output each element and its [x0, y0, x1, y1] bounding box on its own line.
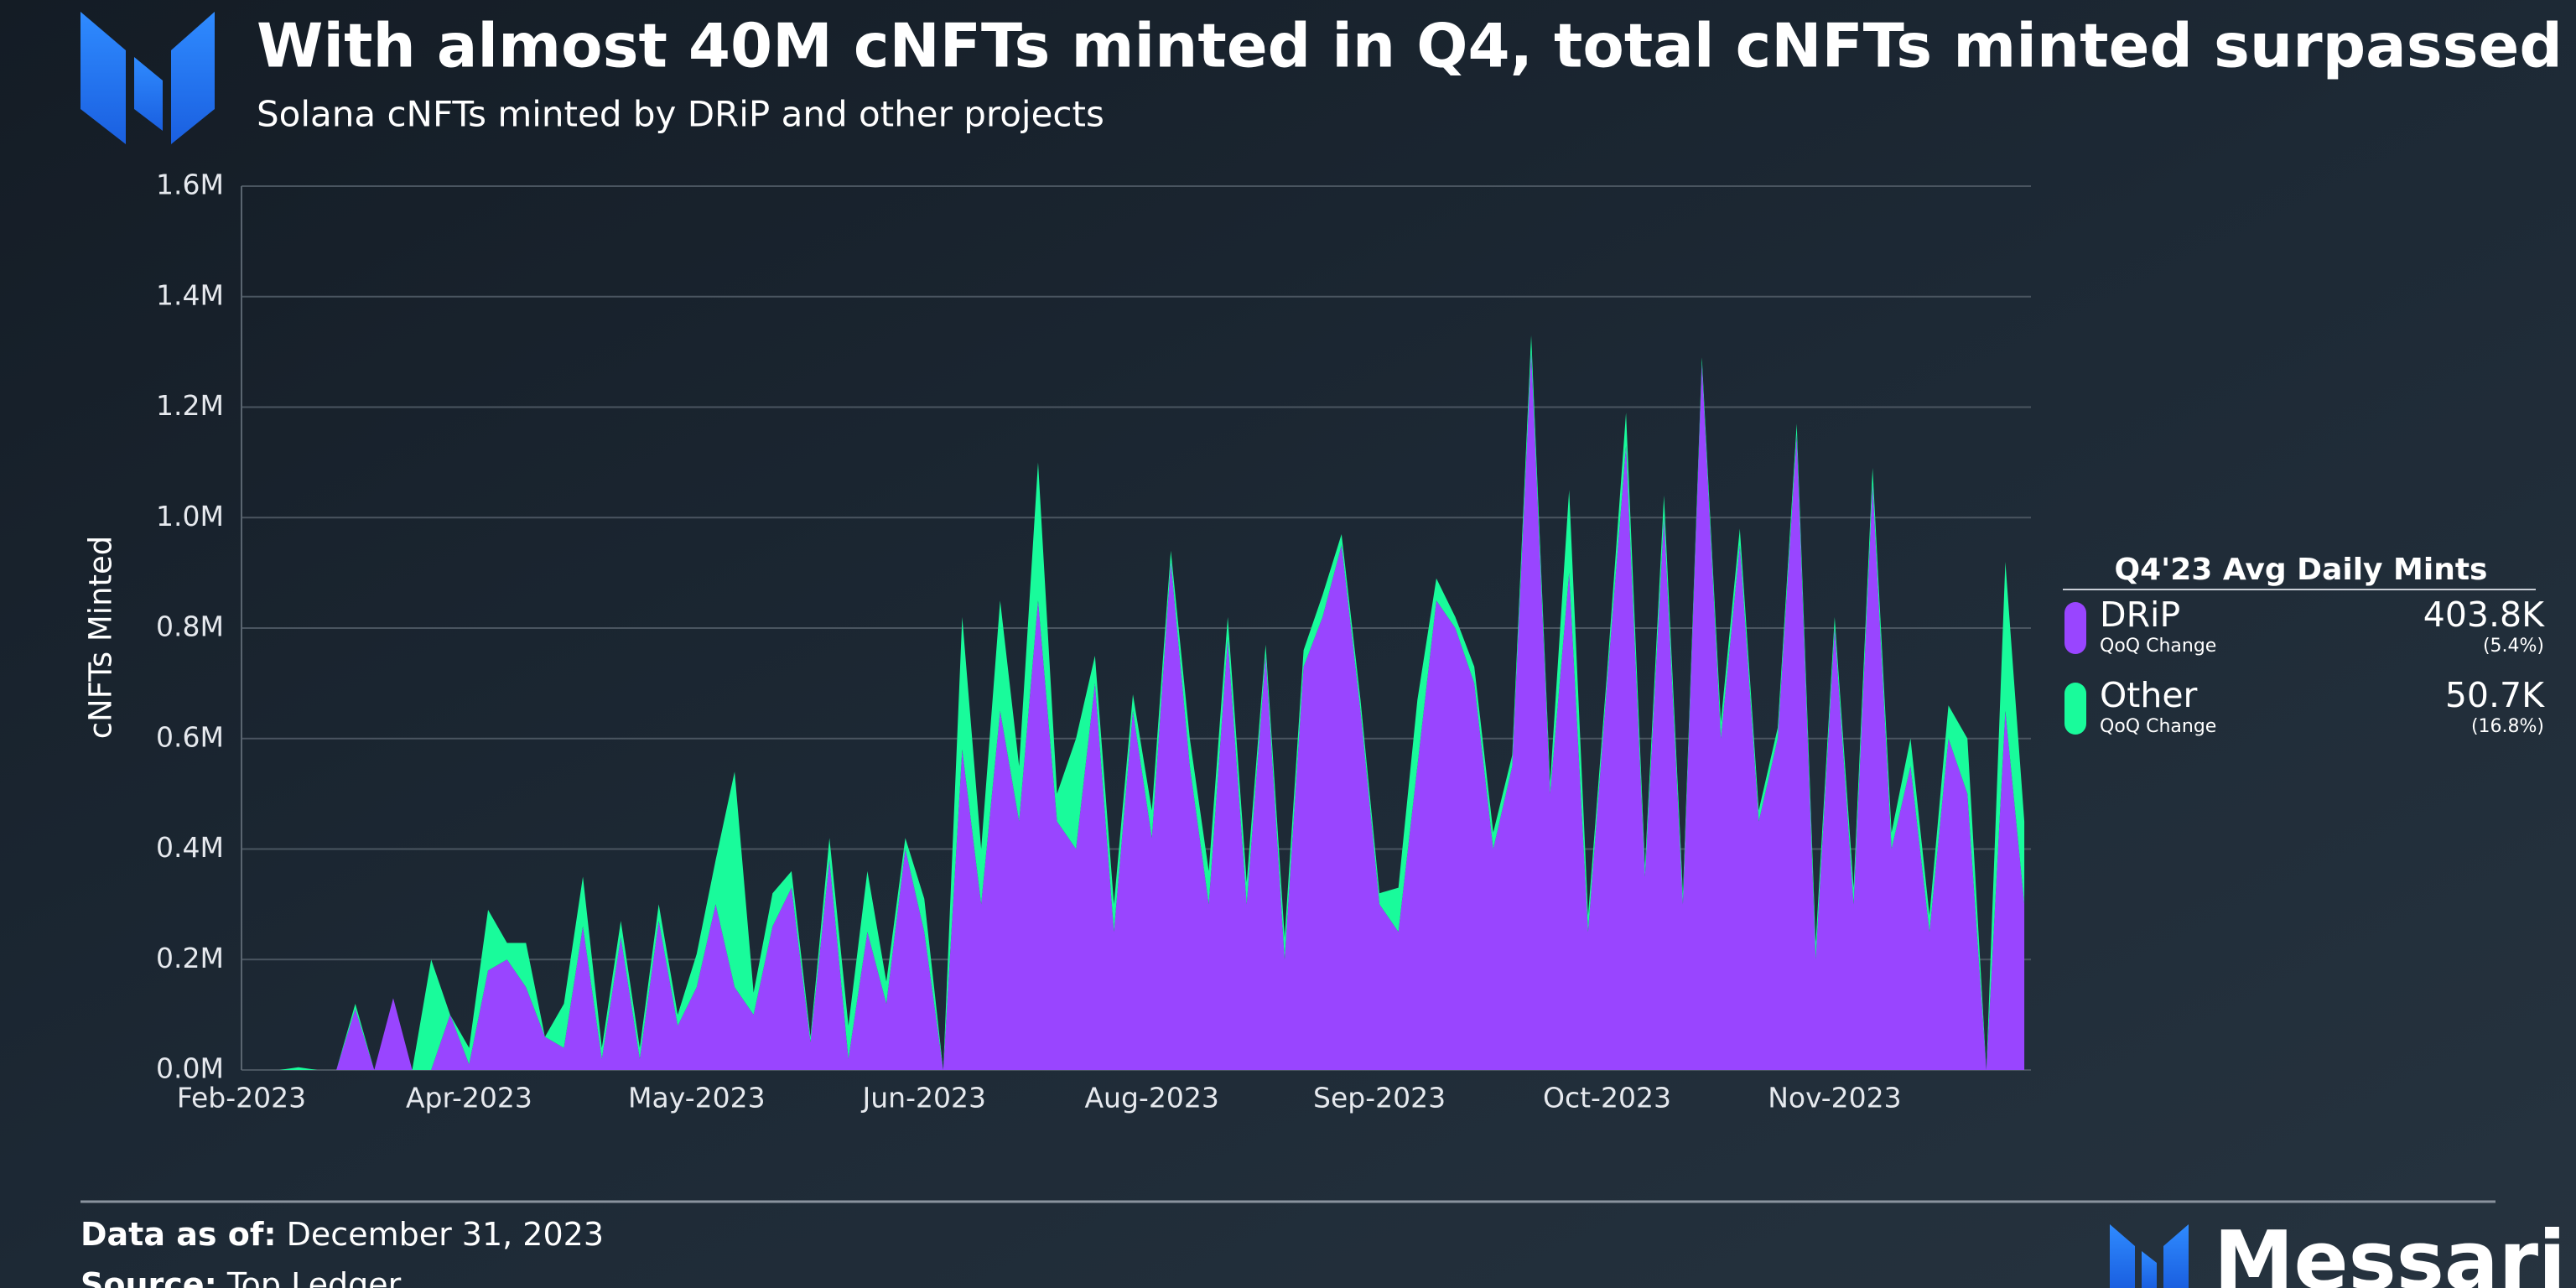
x-tick-label: Aug-2023: [1084, 1082, 1218, 1114]
y-tick-label: 1.6M: [156, 169, 224, 201]
y-tick-label: 1.4M: [156, 278, 224, 311]
x-tick-label: Feb-2023: [177, 1082, 306, 1114]
x-tick-label: Nov-2023: [1768, 1082, 1901, 1114]
x-tick-label: May-2023: [628, 1082, 766, 1114]
y-tick-label: 1.0M: [156, 500, 224, 532]
plot-area: 0.0M 0.2M 0.4M 0.6M 0.8M 1.0M 1.2M 1.4M 1.6M Feb-…: [156, 169, 2031, 1114]
legend-value: 50.7K: [2445, 675, 2545, 715]
x-tick-label: Jun-2023: [861, 1082, 986, 1114]
y-axis-title: cNFTs Minted: [83, 536, 119, 740]
brand: Messari: [2214, 1213, 2566, 1288]
legend-sub: QoQ Change: [2100, 716, 2216, 737]
x-tick-label: Oct-2023: [1543, 1082, 1671, 1114]
legend-name: Other: [2100, 675, 2198, 715]
x-tick-label: Apr-2023: [406, 1082, 532, 1114]
legend-sub: QoQ Change: [2100, 636, 2216, 657]
x-tick-label: Sep-2023: [1313, 1082, 1446, 1114]
y-tick-label: 0.0M: [156, 1052, 224, 1085]
legend-change: (16.8%): [2471, 716, 2544, 737]
y-tick-label: 0.4M: [156, 831, 224, 864]
footer-source-text: Top Ledger: [226, 1266, 402, 1288]
footer-source-label: Source:: [80, 1266, 217, 1288]
y-tick-label: 0.2M: [156, 942, 224, 974]
y-tick-label: 0.8M: [156, 610, 224, 643]
footer-data-label: Data as of:: [80, 1216, 277, 1253]
legend-value: 403.8K: [2423, 595, 2545, 635]
area-1: [242, 335, 2025, 1070]
legend-swatch: [2064, 683, 2086, 735]
legend-title: Q4'23 Avg Daily Mints: [2115, 553, 2488, 587]
legend-change: (5.4%): [2483, 636, 2544, 657]
legend-name: DRiP: [2100, 595, 2180, 635]
logo: [80, 12, 215, 144]
footer-source: Source: Top Ledger: [80, 1266, 402, 1288]
y-tick-label: 1.2M: [156, 389, 224, 422]
chart-title: With almost 40M cNFTs minted in Q4, tota…: [257, 11, 2576, 81]
footer-logo: [2110, 1224, 2189, 1288]
footer-data-date: December 31, 2023: [287, 1216, 604, 1253]
footer-data: Data as of: December 31, 2023: [80, 1216, 604, 1253]
y-tick-label: 0.6M: [156, 720, 224, 753]
chart-subtitle: Solana cNFTs minted by DRiP and other pr…: [257, 94, 1104, 135]
legend-swatch: [2064, 602, 2086, 654]
